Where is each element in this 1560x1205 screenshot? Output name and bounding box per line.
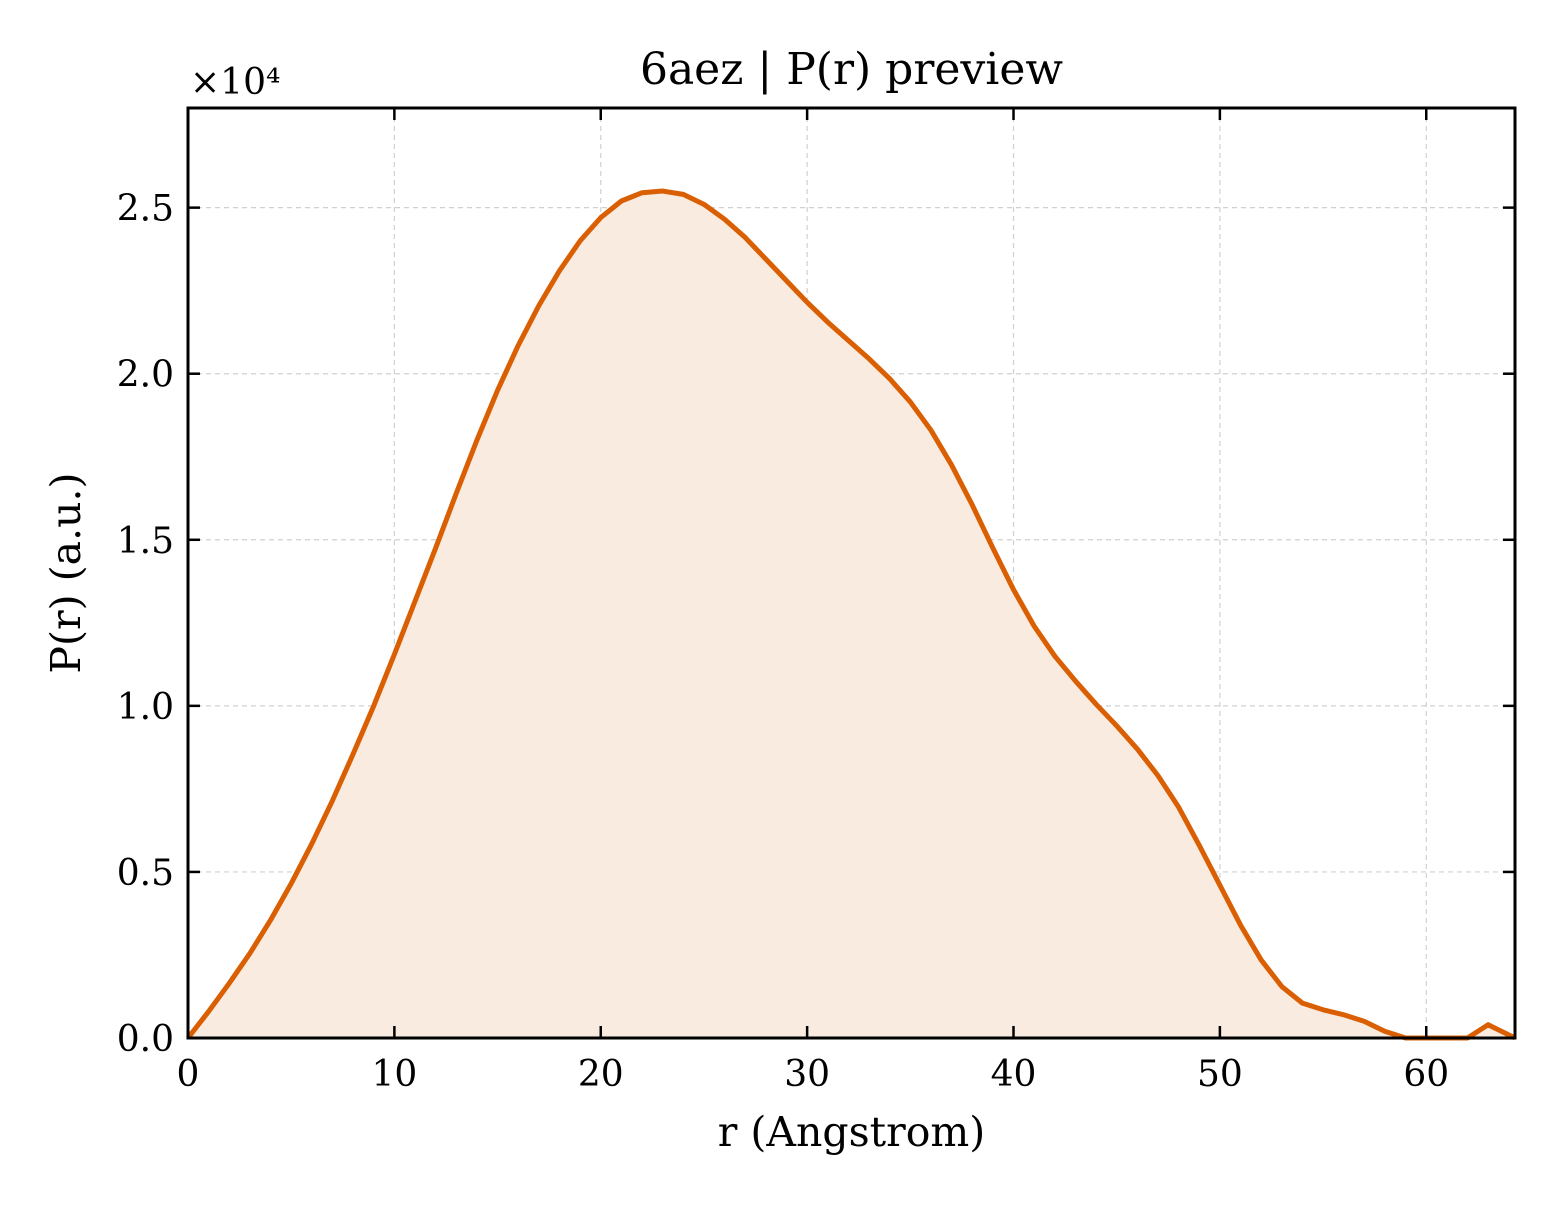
y-offset-label: ×10⁴ xyxy=(190,62,280,103)
y-tick-label: 0.0 xyxy=(117,1019,174,1060)
x-tick-label: 60 xyxy=(1403,1054,1449,1095)
x-tick-label: 30 xyxy=(784,1054,830,1095)
pr-series-line xyxy=(186,188,1517,1041)
x-tick-label: 0 xyxy=(177,1054,200,1095)
y-tick-label: 2.0 xyxy=(117,355,174,396)
x-axis-label: r (Angstrom) xyxy=(718,1108,986,1156)
ticks: 0 10 20 30 40 50 60 0.0 0.5 1.0 1.5 2.0 2.5 xyxy=(117,108,1515,1095)
x-tick-label: 10 xyxy=(371,1054,417,1095)
x-tick-label: 40 xyxy=(991,1054,1037,1095)
x-tick-label: 20 xyxy=(578,1054,624,1095)
y-tick-label: 0.5 xyxy=(117,853,174,894)
y-tick-label: 2.5 xyxy=(117,189,174,230)
axes-frame xyxy=(186,106,1517,1040)
y-tick-label: 1.5 xyxy=(117,521,174,562)
y-tick-label: 1.0 xyxy=(117,687,174,728)
pr-area-fill xyxy=(188,191,1515,1039)
chart-title: 6aez | P(r) preview xyxy=(640,44,1063,95)
y-axis-label: P(r) (a.u.) xyxy=(42,472,90,673)
x-tick-label: 50 xyxy=(1197,1054,1243,1095)
